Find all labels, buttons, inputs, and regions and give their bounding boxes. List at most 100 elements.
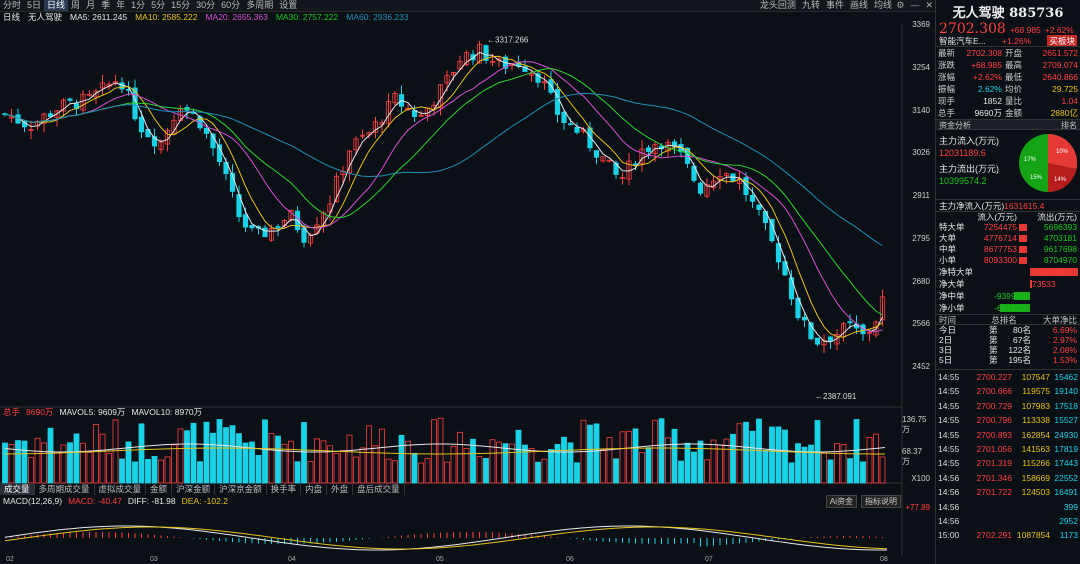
quote-panel: 无人驾驶 885736 2702.308 +68.985 +2.62% 智能汽车… <box>935 0 1080 564</box>
quote-label: 金额 <box>1005 108 1023 118</box>
price-tick: 2911 <box>912 191 930 200</box>
period-tab-2[interactable]: 日线 <box>44 0 69 11</box>
indicator-tab-3[interactable]: 金额 <box>146 484 173 495</box>
volume-bar <box>502 443 509 484</box>
indicator-tab-6[interactable]: 换手率 <box>267 484 302 495</box>
indicator-tab-8[interactable]: 外盘 <box>327 484 354 495</box>
period-tab-12[interactable]: 多周期 <box>246 0 274 10</box>
tick-price: 2700.729 <box>976 400 1012 411</box>
period-tab-9[interactable]: 15分 <box>171 0 191 10</box>
tick-time: 14:56 <box>938 515 960 526</box>
rank-row: 2日 第 67名 2.97% <box>936 335 1080 345</box>
tick-amount: 15462 <box>1054 372 1078 382</box>
outflow-col: 流出(万元) <box>1037 212 1077 222</box>
volume-bar <box>2 442 8 484</box>
buy-sector-button[interactable]: 买板块 <box>1047 35 1077 46</box>
volume-bar <box>827 459 834 484</box>
toolbar-tool-0[interactable]: 龙头回测 <box>759 0 796 10</box>
tick-row: 14:56 2952 <box>936 514 1080 528</box>
volume-bar <box>301 422 307 484</box>
tick-volume: 119575 <box>1022 386 1050 397</box>
indicator-tab-0[interactable]: 成交量 <box>0 484 35 495</box>
candle-body <box>418 114 424 117</box>
toolbar-tool-4[interactable]: 均线 <box>873 0 892 10</box>
indicator-tab-1[interactable]: 多周期成交量 <box>35 484 95 495</box>
net-bar <box>1030 280 1032 288</box>
tick-row: 14:55 2700.893 162854 24930 <box>936 428 1080 442</box>
flow-type: 中单 <box>939 244 957 254</box>
high-annotation: ←3317.266 <box>487 35 529 44</box>
period-tab-7[interactable]: 1分 <box>131 0 146 10</box>
candle-body <box>41 113 47 124</box>
volume-bar <box>320 440 327 484</box>
flow-type: 大单 <box>939 233 957 243</box>
toolbar-tool-3[interactable]: 画线 <box>849 0 868 10</box>
index-name: 无人驾驶 <box>28 12 63 22</box>
period-tab-10[interactable]: 30分 <box>196 0 216 10</box>
net-bar <box>1014 292 1030 300</box>
period-tab-8[interactable]: 5分 <box>151 0 166 10</box>
period-tab-5[interactable]: 季 <box>101 0 111 10</box>
period-tab-0[interactable]: 分时 <box>3 0 22 10</box>
close-icon[interactable]: ✕ <box>925 0 933 10</box>
ma5-line <box>4 51 883 343</box>
candle-body <box>359 134 366 137</box>
main-flow-box: 主力流入(万元) 12031189.6 主力流出(万元) 10399574.2 … <box>936 130 1080 199</box>
ma20-line <box>4 61 883 333</box>
period-tab-3[interactable]: 周 <box>71 0 81 10</box>
candle-body <box>671 141 678 147</box>
tick-list[interactable]: 14:55 2700.227 107547 15462 14:55 2700.666 119… <box>936 369 1080 543</box>
volume-bar <box>860 461 866 484</box>
quote-label: 最新 <box>938 48 956 58</box>
volume-bar <box>645 447 652 484</box>
period-tab-1[interactable]: 5日 <box>27 0 42 10</box>
tick-time: 14:55 <box>938 400 960 411</box>
net-type: 净大单 <box>939 279 965 289</box>
candle-body <box>801 316 808 321</box>
indicator-tab-7[interactable]: 内盘 <box>301 484 328 495</box>
volume-bar <box>275 435 281 484</box>
mavol10-value: MAVOL10: 8970万 <box>131 407 203 417</box>
volume-bar <box>437 417 444 484</box>
candle-body <box>262 227 268 238</box>
minimize-icon[interactable]: — <box>910 0 920 10</box>
rank-period: 2日 <box>939 335 953 345</box>
net-label: 主力净流入(万元) <box>939 201 1005 211</box>
period-tab-6[interactable]: 年 <box>116 0 126 10</box>
pie-slice-inflow-small <box>1048 163 1077 193</box>
net-order-bars: 净特大单 1558082 净大单 73533 净中单 -939945 净小单 -691670 <box>936 266 1080 314</box>
volume-bar <box>593 423 600 484</box>
toolbar-tool-2[interactable]: 事件 <box>825 0 844 10</box>
date-tick: 07 <box>705 556 713 563</box>
ai-fund-button[interactable]: Ai资金 <box>825 495 857 508</box>
volume-bar <box>795 443 801 484</box>
period-tab-13[interactable]: 设置 <box>279 0 298 10</box>
quote-value: 9690万 <box>974 108 1002 118</box>
volume-bar <box>327 445 333 484</box>
volume-bar <box>671 428 678 484</box>
indicator-tab-4[interactable]: 沪深金额 <box>172 484 216 495</box>
sector-name[interactable]: 智能汽车E... <box>939 36 986 46</box>
rank-row: 3日 第 122名 2.08% <box>936 345 1080 355</box>
net-row: 净特大单 1558082 <box>936 266 1080 278</box>
volume-bar <box>164 456 171 484</box>
fund-rank-link[interactable]: 排名 <box>1061 121 1077 130</box>
indicator-tab-5[interactable]: 沪深京金额 <box>215 484 267 495</box>
volume-bar <box>54 451 60 484</box>
indicator-help-button[interactable]: 指标说明 <box>861 495 901 508</box>
indicator-tab-2[interactable]: 虚拟成交量 <box>95 484 147 495</box>
volume-bar <box>717 444 723 484</box>
candle-body <box>749 194 756 202</box>
quote-row: 振幅 2.62% 均价 29.725 <box>936 83 1080 95</box>
ma30-line <box>4 67 883 316</box>
flow-in-bar <box>1019 246 1027 253</box>
toolbar-tool-1[interactable]: 九转 <box>801 0 820 10</box>
settings-icon[interactable]: ⚙ <box>896 0 905 10</box>
date-axis: 02 03 04 05 06 07 08 <box>0 556 902 564</box>
quote-value: 2.62% <box>977 84 1002 94</box>
kline-chart[interactable]: ←3317.266 ←2387.091 <box>0 23 935 556</box>
rank-ratio: 2.97% <box>1052 335 1077 345</box>
period-tab-4[interactable]: 月 <box>86 0 96 10</box>
period-tab-11[interactable]: 60分 <box>221 0 241 10</box>
indicator-tab-9[interactable]: 盘后成交量 <box>353 484 405 495</box>
